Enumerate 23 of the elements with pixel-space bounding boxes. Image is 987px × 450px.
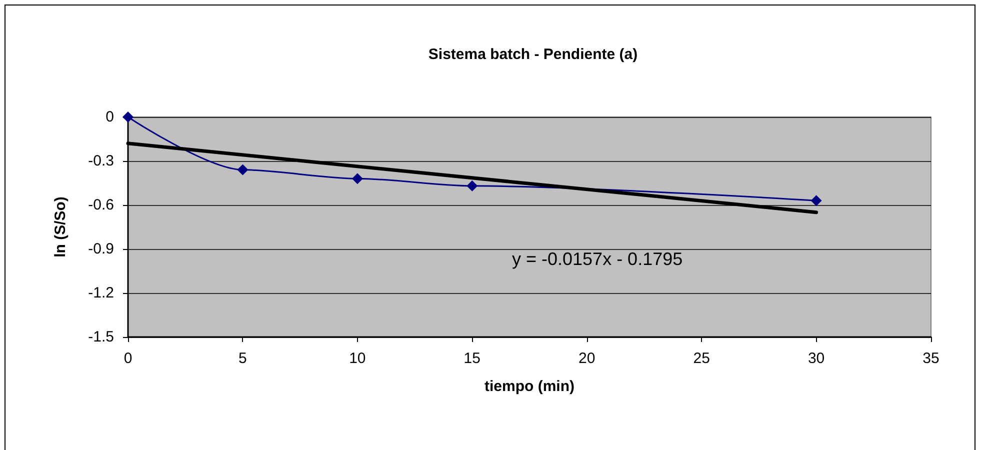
- x-tick-label: 35: [922, 350, 940, 367]
- point: [122, 112, 134, 122]
- chart-title: Sistema batch - Pendiente (a): [428, 46, 638, 63]
- x-tick-label: 10: [349, 350, 366, 367]
- y-tick-label: -1.5: [88, 328, 114, 346]
- y-tick-label: -0.9: [88, 240, 114, 258]
- x-tick-label: 25: [693, 350, 710, 367]
- x-tick-label: 15: [464, 350, 480, 367]
- x-axis-title: tiempo (min): [484, 378, 574, 395]
- y-axis-title: ln (S/So): [52, 196, 69, 258]
- annotation: y = -0.0157x - 0.1795: [512, 249, 683, 269]
- x-tick-label: 0: [124, 350, 132, 367]
- y-tick-label: -0.6: [88, 196, 114, 214]
- y-tick-label: 0: [106, 108, 114, 126]
- x-tick-label: 5: [238, 350, 247, 367]
- point: [237, 164, 248, 176]
- point: [810, 195, 822, 206]
- point: [352, 173, 363, 184]
- point: [466, 180, 478, 192]
- y-tick-label: -1.2: [88, 284, 114, 302]
- y-tick-label: -0.3: [88, 152, 114, 170]
- x-tick-label: 30: [808, 350, 825, 367]
- x-tick-label: 20: [578, 350, 596, 367]
